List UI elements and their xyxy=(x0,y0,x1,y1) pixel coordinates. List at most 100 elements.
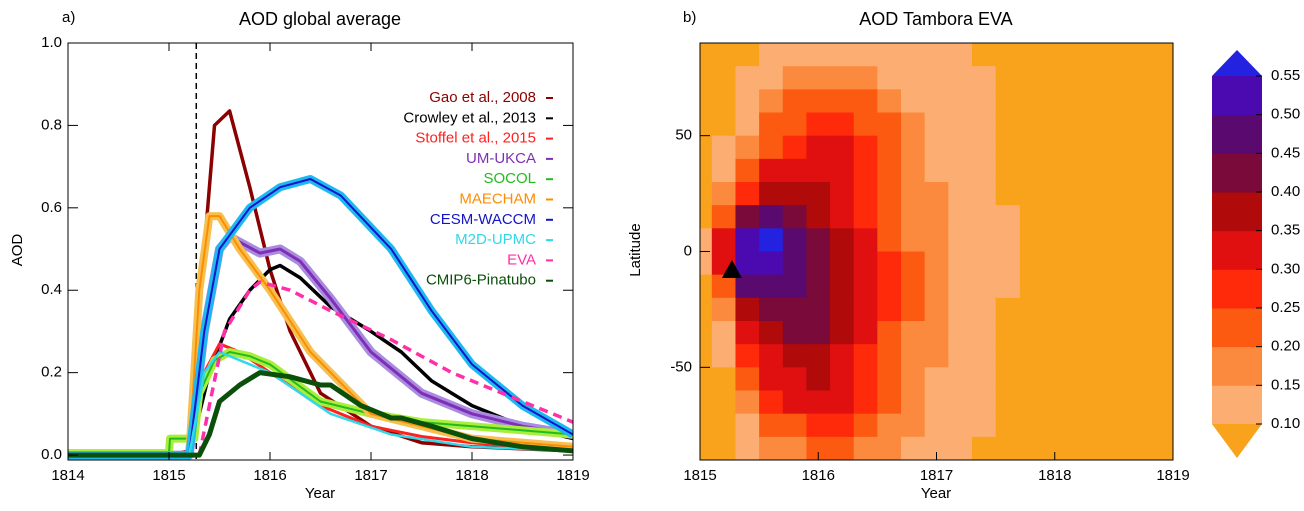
legend-label: SOCOL xyxy=(483,170,536,187)
y-tick-label: 1.0 xyxy=(41,34,62,51)
x-tick-label: 1817 xyxy=(354,467,387,484)
field-cell xyxy=(971,228,997,252)
field-cell xyxy=(948,321,973,345)
field-cell xyxy=(830,297,855,322)
field-cell xyxy=(711,228,736,252)
field-cell xyxy=(830,66,855,90)
field-cell xyxy=(971,135,997,160)
field-cell xyxy=(924,390,949,415)
field-cell xyxy=(877,297,902,322)
field-cell xyxy=(806,66,831,90)
colorbar-label: 0.20 xyxy=(1271,338,1300,355)
field-cell xyxy=(700,274,713,299)
field-cell xyxy=(948,251,973,276)
field-cell xyxy=(735,344,760,368)
field-cell xyxy=(759,367,784,391)
field-cell xyxy=(971,321,997,345)
field-cell xyxy=(806,135,831,160)
field-cell xyxy=(901,89,926,113)
field-cell xyxy=(735,321,760,345)
field-cell xyxy=(924,89,949,113)
field-cell xyxy=(853,251,878,276)
field-cell xyxy=(806,390,831,415)
field-cell xyxy=(759,158,784,183)
x-tick-label: 1818 xyxy=(1038,467,1071,484)
colorbar-label: 0.45 xyxy=(1271,144,1300,161)
field-cell xyxy=(830,89,855,113)
field-cell xyxy=(806,228,831,252)
field-cell xyxy=(995,158,1020,183)
volcano-marker xyxy=(721,260,742,279)
field-cell xyxy=(924,158,949,183)
field-cell xyxy=(971,344,997,368)
field-cell xyxy=(782,251,807,276)
field-cell xyxy=(995,205,1020,229)
field-cell xyxy=(924,112,949,137)
legend-label: Gao et al., 2008 xyxy=(429,89,536,106)
colorbar-label: 0.35 xyxy=(1271,222,1300,239)
field-cell xyxy=(901,367,926,391)
field-cell xyxy=(995,228,1020,252)
field-cell xyxy=(735,182,760,206)
series-band xyxy=(68,232,573,460)
field-cell xyxy=(877,367,902,391)
field-cell xyxy=(711,321,736,345)
field-cell xyxy=(901,182,926,206)
field-cell xyxy=(806,89,831,113)
field-cell xyxy=(759,436,784,460)
colorbar-label: 0.55 xyxy=(1271,67,1300,84)
field-cell xyxy=(877,436,902,460)
panel-b: 1815 1816 1817 1818 1819 -50 0 50 0.10 0.15 0.20 0.… xyxy=(670,42,1300,484)
field-cell xyxy=(759,228,784,252)
field-cell xyxy=(971,43,997,67)
colorbar-segment xyxy=(1212,308,1262,348)
field-cell xyxy=(782,89,807,113)
field-cell xyxy=(759,89,784,113)
field-cell xyxy=(782,413,807,438)
field-cell xyxy=(806,413,831,438)
field-cell xyxy=(700,205,713,229)
field-cell xyxy=(877,251,902,276)
legend-label: M2D-UPMC xyxy=(455,231,536,248)
x-tick-label: 1815 xyxy=(683,467,716,484)
field-cell xyxy=(700,158,713,183)
field-cell xyxy=(782,43,807,67)
x-tick-label: 1817 xyxy=(920,467,953,484)
field-cell xyxy=(995,135,1020,160)
field-cell xyxy=(924,344,949,368)
field-cell xyxy=(901,251,926,276)
field-cell xyxy=(877,205,902,229)
colorbar-segment xyxy=(1212,269,1262,309)
field-cell xyxy=(782,182,807,206)
field-cell xyxy=(711,205,736,229)
field-cell xyxy=(735,297,760,322)
field-cell xyxy=(924,274,949,299)
field-cell xyxy=(782,390,807,415)
field-cell xyxy=(995,321,1020,345)
field-cell xyxy=(782,112,807,137)
field-cell xyxy=(948,66,973,90)
field-cell xyxy=(782,367,807,391)
field-cell xyxy=(877,43,902,67)
field-cell xyxy=(948,367,973,391)
field-cell xyxy=(700,251,713,276)
field-cell xyxy=(948,274,973,299)
field-cell xyxy=(782,158,807,183)
field-cell xyxy=(948,436,973,460)
field-cell xyxy=(711,112,736,137)
field-cell xyxy=(830,112,855,137)
field-cell xyxy=(924,43,949,67)
field-cell xyxy=(877,413,902,438)
field-cell xyxy=(700,89,713,113)
x-tick-label: 1818 xyxy=(455,467,488,484)
y-axis-label: Latitude xyxy=(627,223,644,276)
field-cell xyxy=(948,390,973,415)
field-cell xyxy=(759,297,784,322)
field-cell xyxy=(877,344,902,368)
field-cell xyxy=(759,43,784,67)
series-line xyxy=(197,280,573,456)
field-cell xyxy=(924,413,949,438)
field-cell xyxy=(759,112,784,137)
field-cell xyxy=(995,66,1020,90)
field-cell xyxy=(735,436,760,460)
